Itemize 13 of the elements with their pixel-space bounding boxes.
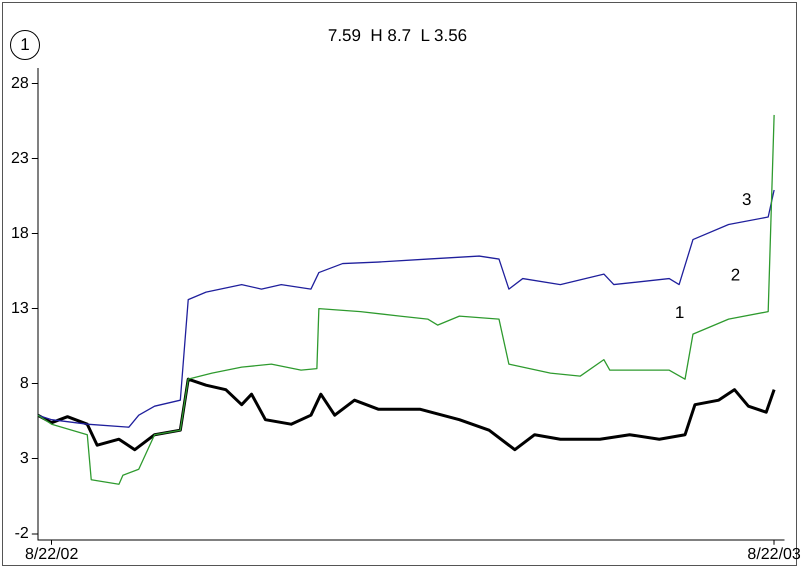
y-tick-label: -2: [14, 525, 29, 542]
y-tick-label: 18: [11, 224, 29, 242]
y-tick-label: 3: [20, 450, 29, 468]
y-tick-label: 8: [20, 375, 29, 392]
annotation: 2: [730, 266, 740, 285]
annotation: 1: [674, 303, 684, 322]
chart-title: 7.59 H 8.7 L 3.56: [328, 26, 468, 45]
text: 1: [10, 30, 40, 60]
x-tick-label: 8/22/02: [24, 546, 78, 563]
y-tick-label: 13: [11, 300, 29, 318]
annotation: 3: [742, 190, 752, 210]
y-tick-label: 23: [11, 150, 29, 167]
y-tick-label: 28: [11, 74, 29, 92]
